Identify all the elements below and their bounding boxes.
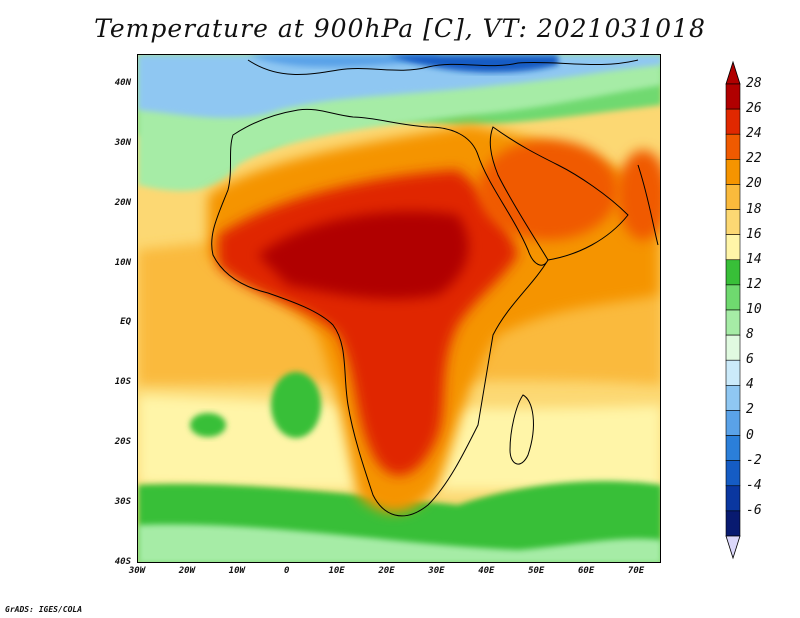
lat-tick-label: 40S bbox=[114, 557, 131, 567]
lat-tick-label: 20S bbox=[114, 437, 131, 448]
colorbar-label: 28 bbox=[746, 76, 762, 91]
field-arabia-warm bbox=[478, 140, 618, 240]
lon-tick-label: 60E bbox=[578, 566, 595, 576]
lon-tick-label: 20E bbox=[378, 566, 395, 576]
colorbar-swatches bbox=[725, 60, 741, 560]
lat-tick-label: 10N bbox=[114, 257, 131, 268]
colorbar-swatch bbox=[725, 159, 741, 185]
coastline-madagascar bbox=[509, 394, 534, 465]
temperature-map bbox=[137, 54, 661, 563]
field-med-blue bbox=[388, 55, 558, 73]
colorbar-swatch bbox=[725, 485, 741, 512]
colorbar-label: 18 bbox=[746, 201, 762, 217]
colorbar-label: 16 bbox=[746, 226, 762, 242]
colorbar-label: 20 bbox=[746, 176, 762, 192]
colorbar-label: 24 bbox=[746, 126, 762, 142]
colorbar-label: 8 bbox=[746, 327, 754, 343]
coastline-india bbox=[637, 164, 659, 246]
colorbar-label: 10 bbox=[746, 302, 762, 317]
temperature-field bbox=[138, 55, 660, 562]
colorbar-swatch bbox=[725, 510, 741, 537]
colorbar: 28 26 24 22 20 18 16 14 12 10 8 6 4 2 0 -2 -4 -6 bbox=[712, 60, 800, 560]
colorbar-swatch bbox=[725, 334, 741, 361]
colorbar-label: 22 bbox=[746, 151, 762, 167]
colorbar-swatch bbox=[725, 435, 741, 461]
field-north-darkblue bbox=[248, 55, 438, 67]
coastline-europe bbox=[247, 59, 639, 75]
colorbar-swatch bbox=[725, 359, 741, 386]
lat-tick-label: 10S bbox=[114, 377, 131, 388]
colorbar-swatch bbox=[725, 259, 741, 286]
lon-tick-label: 40E bbox=[478, 566, 495, 576]
colorbar-swatch bbox=[725, 133, 741, 160]
lat-tick-label: 30N bbox=[114, 137, 131, 148]
colorbar-swatch bbox=[725, 234, 741, 261]
colorbar-label: 14 bbox=[746, 251, 762, 267]
lon-tick-label: 70E bbox=[627, 566, 645, 576]
lon-tick-label: 10W bbox=[228, 566, 245, 576]
colorbar-swatch bbox=[725, 385, 741, 411]
colorbar-label: 2 bbox=[746, 402, 754, 418]
field-africa-core bbox=[258, 211, 469, 300]
colorbar-label: 12 bbox=[746, 276, 762, 292]
colorbar-top-arrow bbox=[725, 60, 741, 85]
lon-tick-label: 30E bbox=[428, 566, 445, 576]
colorbar-swatch bbox=[725, 309, 741, 336]
field-south-lightgreen bbox=[138, 524, 660, 562]
lat-tick-label: 20N bbox=[114, 197, 131, 208]
colorbar-bottom-arrow bbox=[725, 535, 741, 560]
colorbar-swatch bbox=[725, 108, 741, 135]
field-atlantic-cool-1 bbox=[271, 372, 321, 438]
colorbar-swatch bbox=[725, 184, 741, 210]
field-atlantic-cool-2 bbox=[190, 413, 226, 437]
coastline-africa bbox=[211, 108, 549, 517]
lon-tick-label: 20W bbox=[178, 566, 196, 576]
colorbar-label: -6 bbox=[746, 502, 762, 518]
lat-tick-label: 30S bbox=[114, 497, 131, 508]
colorbar-swatch bbox=[725, 284, 741, 311]
colorbar-label: 0 bbox=[746, 427, 754, 443]
colorbar-label: -2 bbox=[746, 452, 762, 468]
lat-tick-label: EQ bbox=[120, 317, 131, 328]
lon-tick-label: 10E bbox=[328, 566, 345, 576]
lon-tick-label: 50E bbox=[528, 566, 545, 576]
footer-credit: GrADS: IGES/COLA bbox=[5, 605, 83, 614]
colorbar-label: 6 bbox=[746, 352, 754, 368]
field-north-blue bbox=[138, 55, 660, 118]
lat-tick-label: 40N bbox=[114, 77, 131, 88]
colorbar-swatch bbox=[725, 209, 741, 235]
colorbar-label: 4 bbox=[746, 377, 754, 393]
map-title: Temperature at 900hPa [C], VT: 202103101… bbox=[94, 14, 706, 43]
colorbar-label: -4 bbox=[746, 477, 762, 493]
colorbar-swatch bbox=[725, 460, 741, 487]
colorbar-swatch bbox=[725, 83, 741, 110]
colorbar-swatch bbox=[725, 410, 741, 436]
colorbar-label: 26 bbox=[746, 101, 762, 117]
field-india-warm bbox=[618, 150, 660, 240]
lon-tick-label: 30W bbox=[128, 566, 146, 576]
coastline-arabia bbox=[489, 126, 629, 261]
lon-tick-label: 0 bbox=[283, 566, 290, 576]
